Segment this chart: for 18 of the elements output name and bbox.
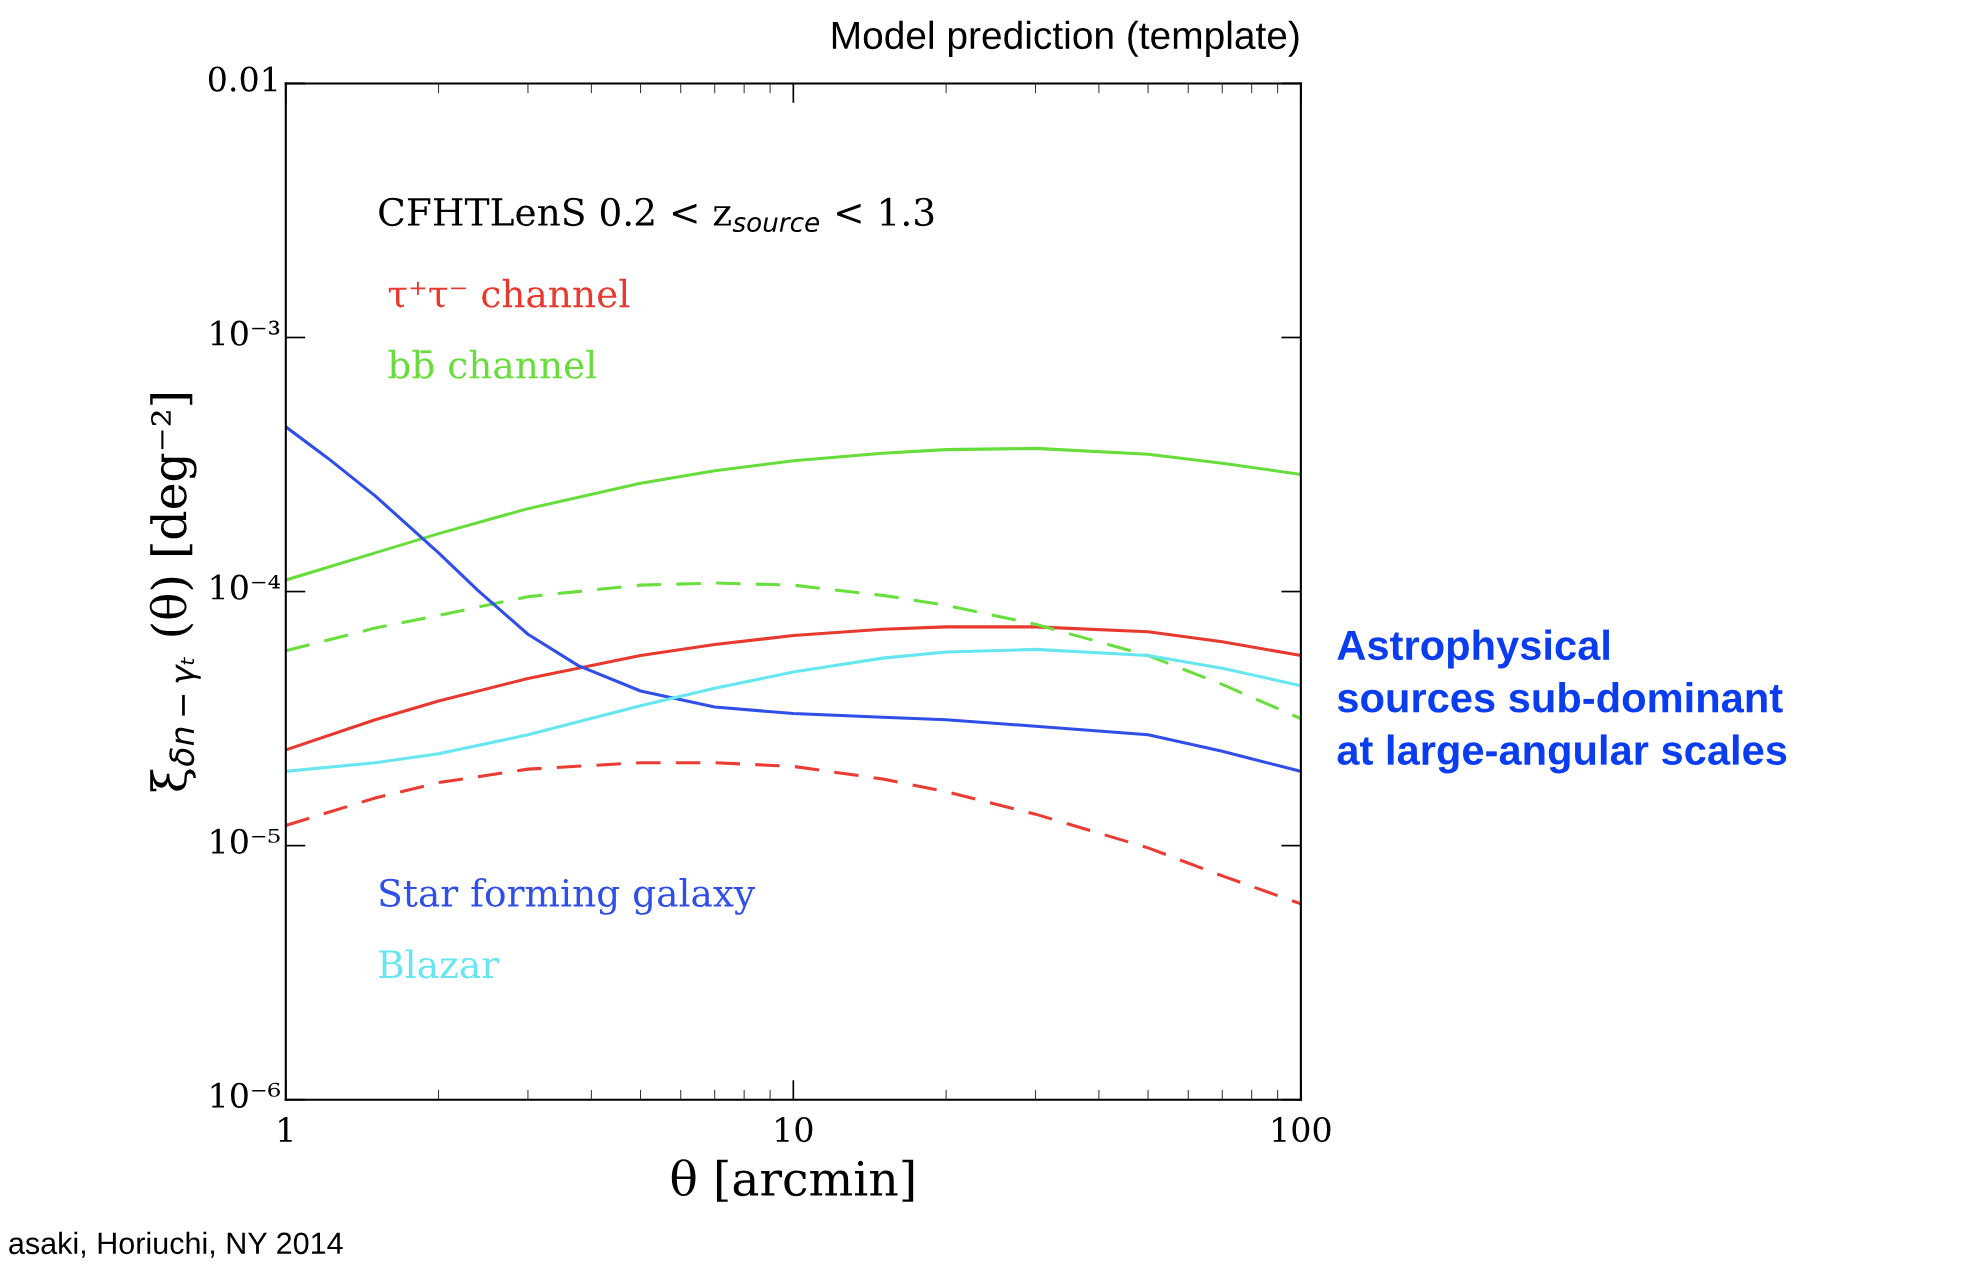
annotation: CFHTLenS 0.2 < z$_{source}$ < 1.3: [379, 197, 934, 233]
text: asaki, Horiuchi, NY 2014: [9, 1231, 343, 1258]
x-tick-label: 10: [776, 1116, 813, 1143]
y-tick-label: 10⁻⁵: [211, 828, 280, 854]
text: Blazar: [379, 949, 500, 979]
text: Astrophysical sources sub-dominant at large-angular scales: [1337, 629, 1787, 774]
text: bb̄ channel: [388, 349, 597, 379]
text: τ⁺τ⁻ channel: [388, 278, 630, 308]
text: Star forming galaxy: [380, 878, 756, 915]
x-axis-title: θ [arcmin]: [671, 1159, 914, 1202]
y-tick-label: 0.01: [208, 66, 277, 92]
y-tick-label: 10⁻⁶: [211, 1082, 280, 1108]
y-axis-title: ξ$_{δn−γₜ}$ (θ) [deg⁻²]: [149, 394, 201, 792]
y-tick-label: 10⁻⁴: [211, 574, 280, 600]
y-tick-label: 10⁻³: [211, 320, 280, 346]
x-tick-label: 100: [1273, 1116, 1331, 1143]
chart-title: Model prediction (template): [832, 20, 1299, 57]
x-tick-label: 1: [279, 1116, 292, 1142]
